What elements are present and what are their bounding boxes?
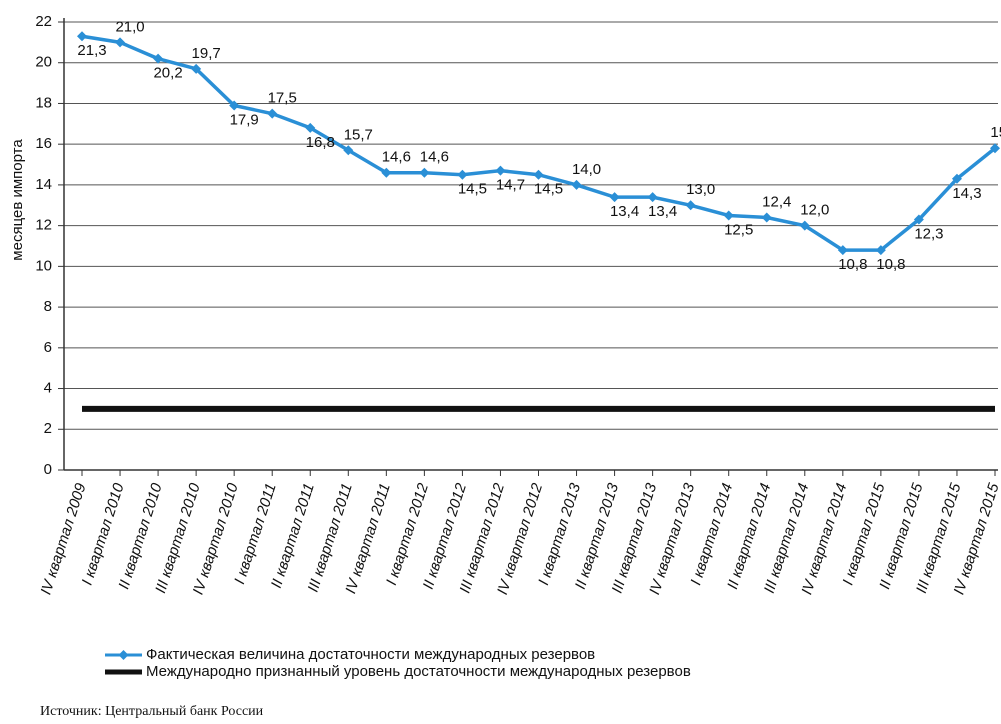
data-label: 13,4 [648, 203, 677, 220]
y-tick-label: 10 [35, 257, 52, 274]
y-axis-title: месяцев импорта [9, 139, 26, 261]
data-label: 13,0 [686, 181, 715, 198]
data-label: 16,8 [306, 134, 335, 151]
point-marker [381, 167, 392, 178]
y-tick-label: 18 [35, 94, 52, 111]
point-marker [875, 245, 886, 256]
point-marker [229, 100, 240, 111]
y-tick-label: 20 [35, 54, 52, 71]
point-marker [533, 169, 544, 180]
data-label: 12,0 [800, 202, 829, 219]
point-marker [837, 245, 848, 256]
data-label: 14,7 [496, 177, 525, 194]
legend-label: Международно признанный уровень достаточ… [146, 663, 691, 680]
data-label: 20,2 [153, 65, 182, 82]
y-tick-label: 4 [44, 380, 52, 397]
data-label: 15,7 [344, 126, 373, 143]
point-marker [77, 31, 87, 42]
series-line [81, 34, 997, 252]
data-label: 14,6 [420, 149, 449, 166]
point-marker [799, 220, 810, 231]
point-marker [153, 53, 164, 64]
data-label: 14,3 [952, 185, 981, 202]
point-marker [191, 63, 202, 74]
point-marker [343, 145, 354, 156]
point-marker [723, 210, 734, 221]
y-tick-label: 14 [35, 176, 52, 193]
y-tick-label: 22 [35, 13, 52, 30]
point-marker [115, 37, 126, 48]
point-marker [419, 167, 430, 178]
data-label: 15,8 [990, 124, 1001, 141]
data-label: 10,8 [876, 256, 905, 273]
data-label: 17,9 [230, 111, 259, 128]
point-marker [495, 165, 506, 176]
point-marker [647, 192, 658, 203]
data-label: 12,3 [914, 225, 943, 242]
point-marker [305, 122, 316, 133]
data-label: 14,5 [458, 181, 487, 198]
point-marker [913, 214, 924, 225]
point-marker [571, 179, 582, 190]
y-tick-label: 12 [35, 217, 52, 234]
point-marker [951, 173, 962, 184]
y-tick-label: 0 [44, 461, 52, 478]
legend-label: Фактическая величина достаточности между… [146, 646, 595, 663]
point-marker [990, 143, 1000, 154]
data-label: 12,5 [724, 221, 753, 238]
y-tick-label: 6 [44, 339, 52, 356]
data-label: 10,8 [838, 256, 867, 273]
y-tick-label: 2 [44, 420, 52, 437]
point-marker [685, 200, 696, 211]
legend-marker [118, 650, 129, 660]
point-marker [609, 192, 620, 203]
data-label: 14,6 [382, 149, 411, 166]
data-label: 17,5 [268, 90, 297, 107]
data-label: 21,3 [77, 42, 106, 59]
point-marker [267, 108, 278, 119]
y-tick-label: 8 [44, 298, 52, 315]
data-label: 21,0 [115, 18, 144, 35]
data-label: 12,4 [762, 193, 791, 210]
point-marker [457, 169, 468, 180]
data-label: 19,7 [192, 45, 221, 62]
data-label: 14,5 [534, 181, 563, 198]
y-tick-label: 16 [35, 135, 52, 152]
data-label: 13,4 [610, 203, 639, 220]
source: Источник: Центральный банк России [40, 704, 264, 719]
data-label: 14,0 [572, 161, 601, 178]
point-marker [761, 212, 772, 223]
